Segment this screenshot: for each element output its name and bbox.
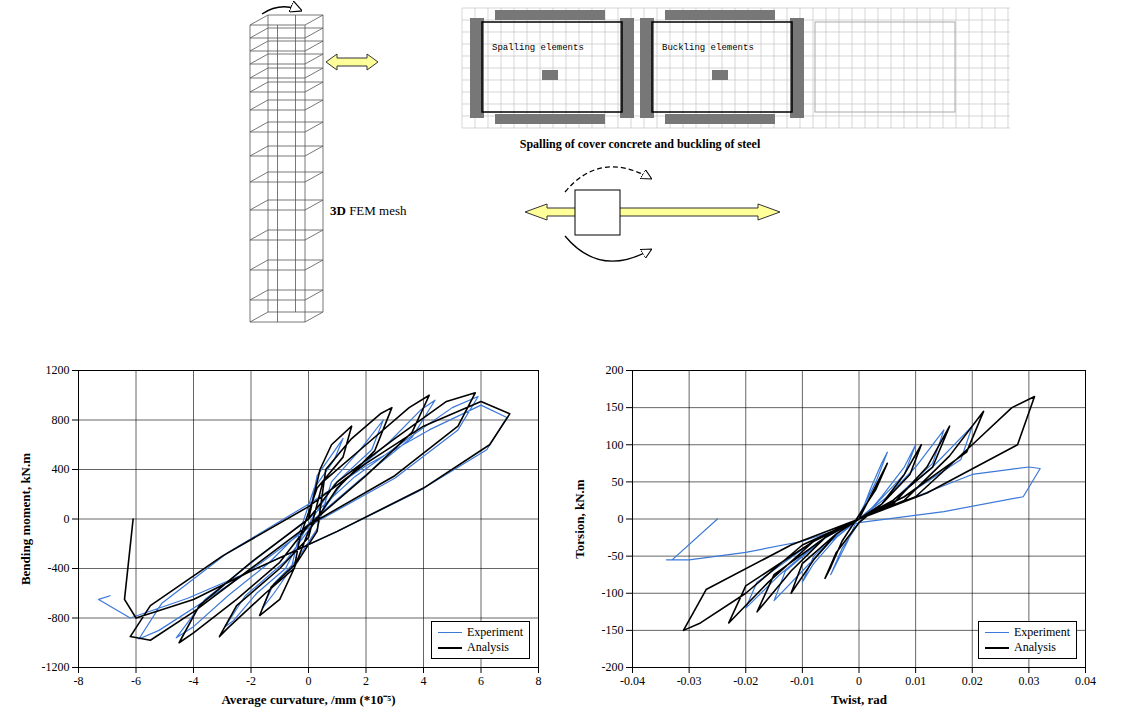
svg-text:-100: -100: [602, 586, 624, 600]
svg-text:-400: -400: [48, 561, 70, 575]
svg-text:-0.03: -0.03: [677, 674, 702, 688]
svg-text:3D FEM mesh: 3D FEM mesh: [330, 203, 407, 218]
svg-text:-0.04: -0.04: [620, 674, 645, 688]
svg-text:8: 8: [536, 674, 542, 688]
svg-text:6: 6: [478, 674, 484, 688]
svg-text:0.01: 0.01: [905, 674, 926, 688]
html-text:Experiment: Experiment: [1014, 625, 1070, 639]
svg-text:1200: 1200: [46, 363, 70, 377]
svg-text:Spalling of cover concrete and: Spalling of cover concrete and buckling …: [520, 137, 761, 151]
svg-text:Buckling elements: Buckling elements: [662, 43, 754, 53]
svg-text:-50: -50: [608, 549, 624, 563]
svg-text:-0.02: -0.02: [733, 674, 758, 688]
svg-text:-2: -2: [246, 674, 256, 688]
svg-text:0: 0: [618, 512, 624, 526]
svg-text:0: 0: [856, 674, 862, 688]
svg-text:50: 50: [612, 475, 624, 489]
svg-text:200: 200: [606, 363, 624, 377]
svg-text:-4: -4: [189, 674, 199, 688]
html-text:Analysis: Analysis: [467, 640, 509, 654]
svg-text:-1200: -1200: [42, 660, 70, 674]
html-text:Analysis: Analysis: [1014, 640, 1056, 654]
svg-text:Spalling elements: Spalling elements: [492, 43, 584, 53]
svg-text:100: 100: [606, 438, 624, 452]
svg-text:-200: -200: [602, 660, 624, 674]
svg-text:150: 150: [606, 400, 624, 414]
svg-text:0: 0: [306, 674, 312, 688]
html-text:Experiment: Experiment: [467, 625, 523, 639]
svg-text:400: 400: [52, 462, 70, 476]
svg-text:Torsion, kN.m: Torsion, kN.m: [572, 479, 587, 559]
svg-text:-800: -800: [48, 611, 70, 625]
svg-text:Twist, rad: Twist, rad: [831, 692, 888, 707]
svg-text:4: 4: [421, 674, 427, 688]
svg-text:2: 2: [363, 674, 369, 688]
svg-text:0.02: 0.02: [962, 674, 983, 688]
svg-text:-6: -6: [131, 674, 141, 688]
svg-text:-8: -8: [74, 674, 84, 688]
svg-text:-0.01: -0.01: [790, 674, 815, 688]
svg-text:Bending moment, kN.m: Bending moment, kN.m: [18, 453, 33, 585]
svg-text:0: 0: [64, 512, 70, 526]
svg-text:0.04: 0.04: [1075, 674, 1096, 688]
svg-text:800: 800: [52, 413, 70, 427]
svg-text:0.03: 0.03: [1018, 674, 1039, 688]
svg-text:Average curvature, /mm (*10⁻⁵): Average curvature, /mm (*10⁻⁵): [221, 692, 395, 707]
svg-text:-150: -150: [602, 623, 624, 637]
